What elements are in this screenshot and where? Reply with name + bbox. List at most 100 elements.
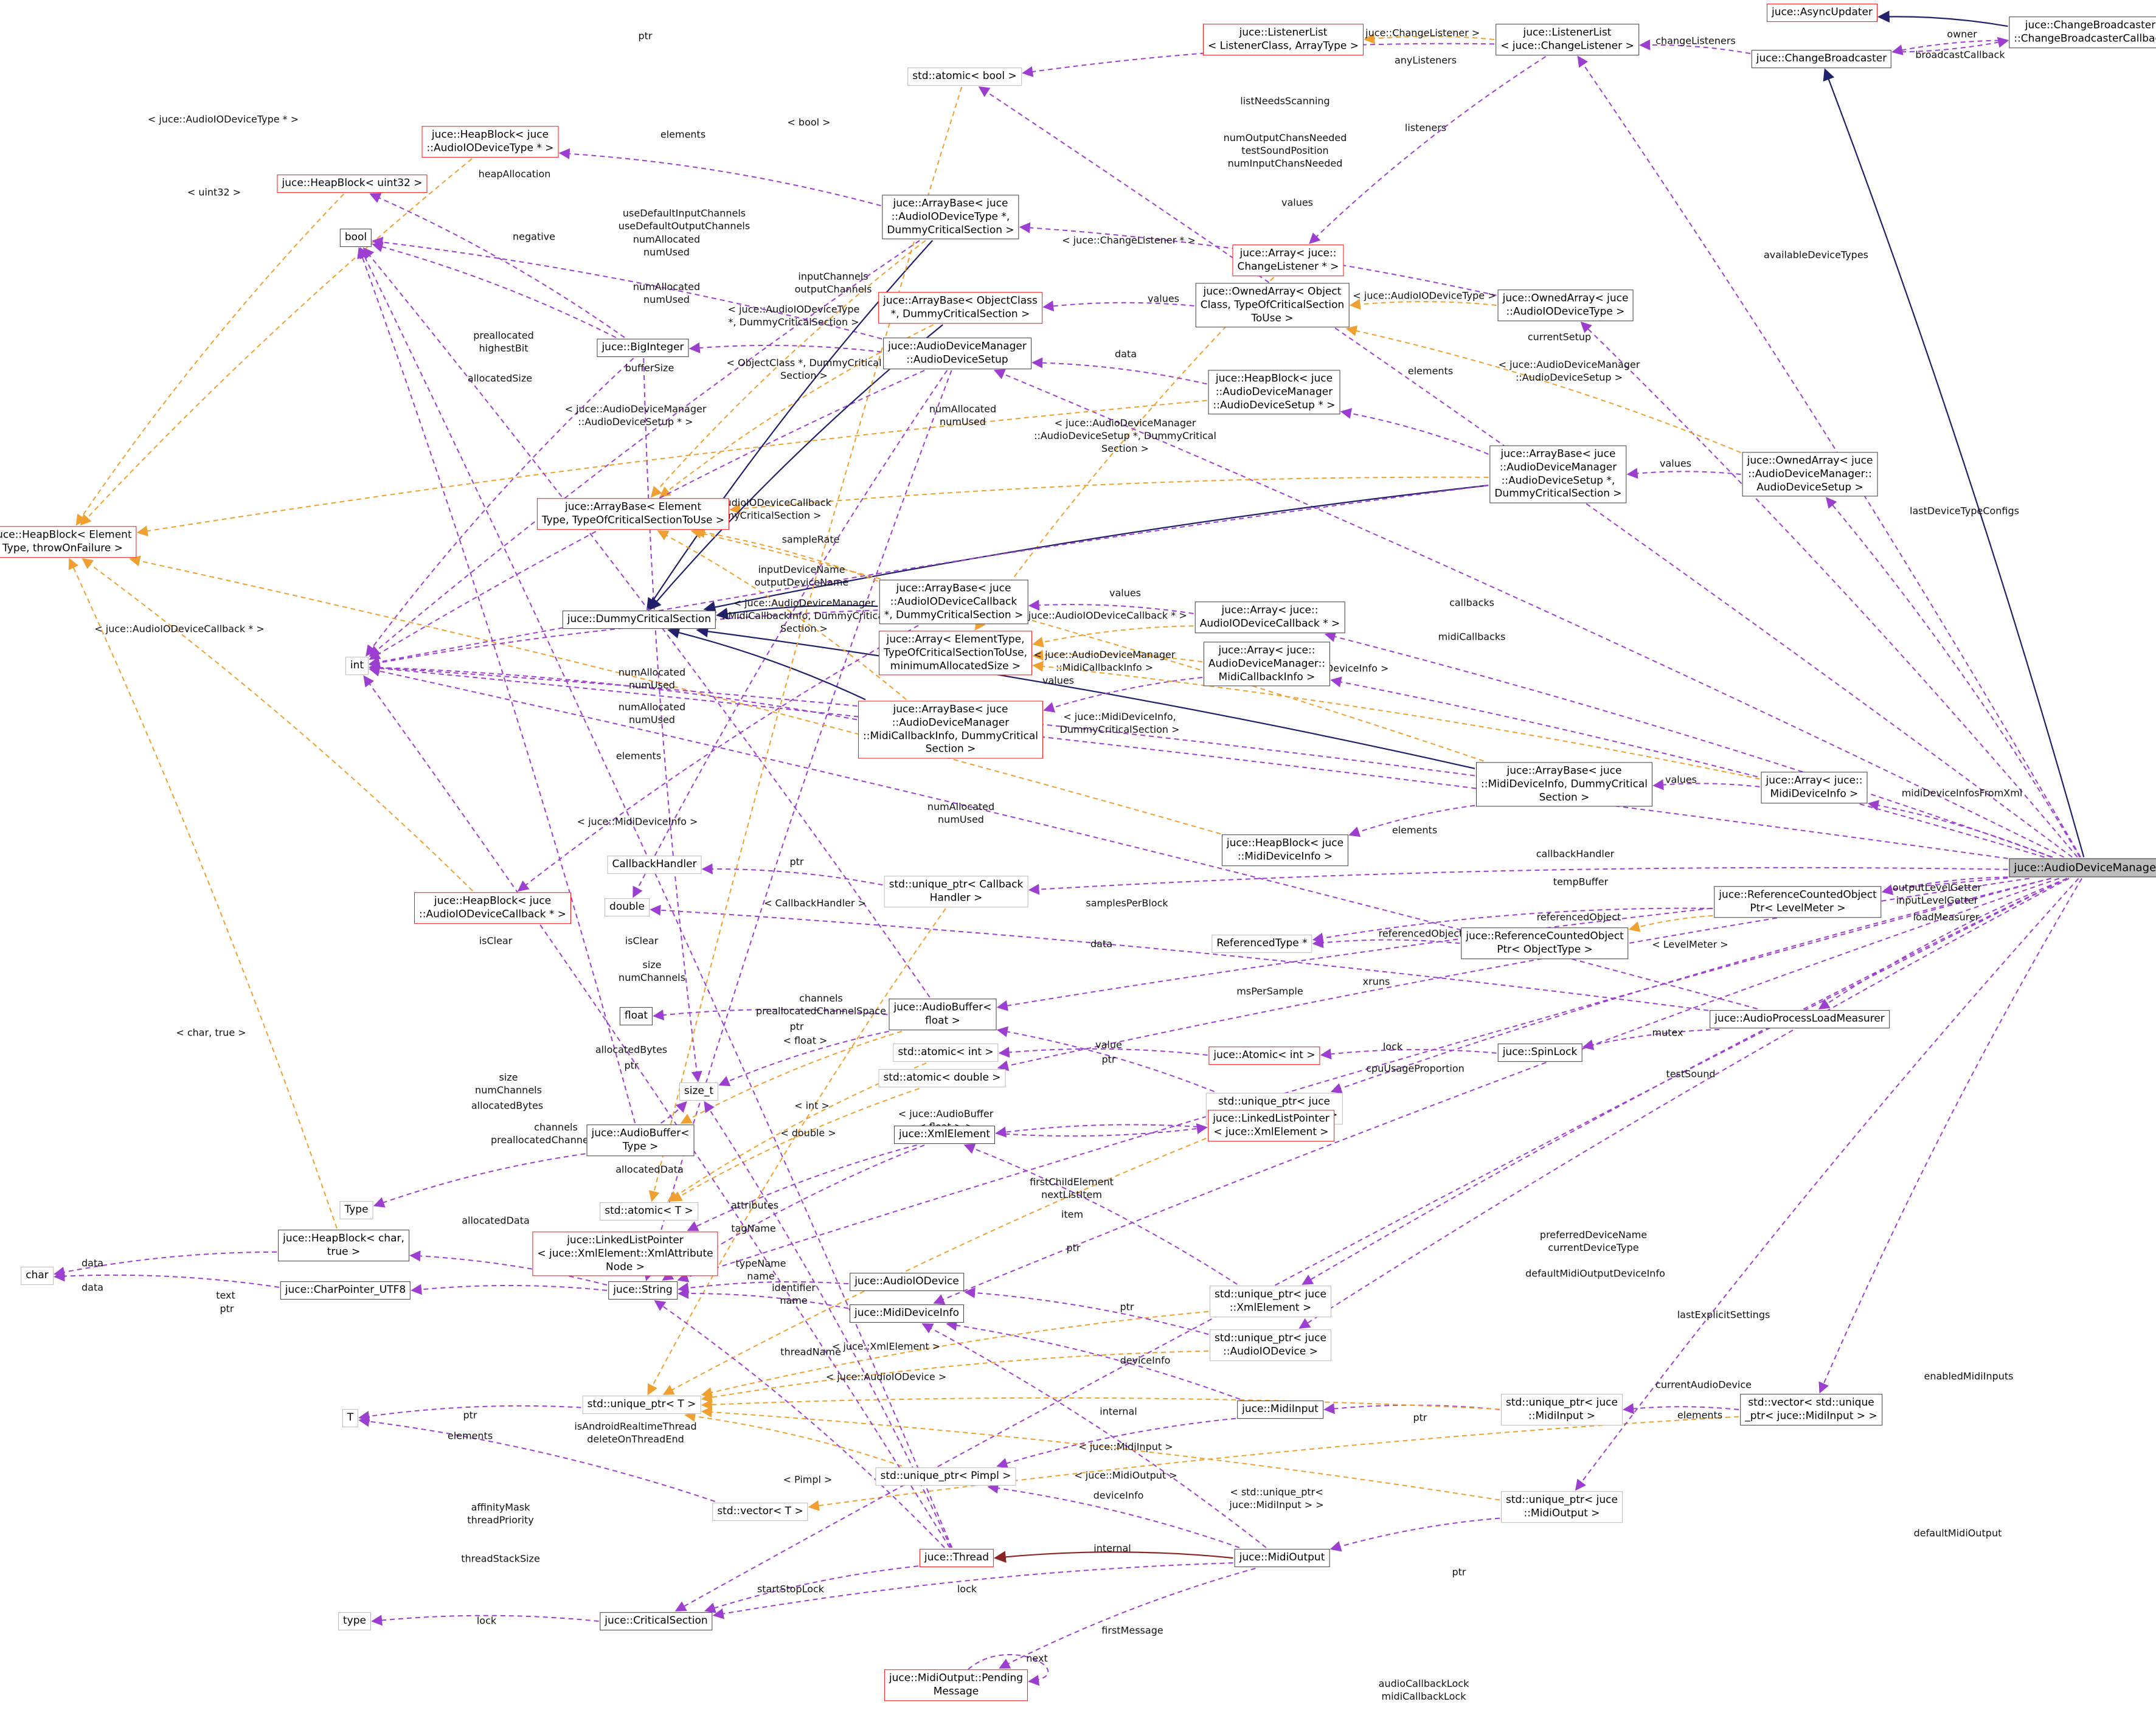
node-uniqueptr_audioiodevice[interactable]: std::unique_ptr< juce ::AudioIODevice > — [1210, 1329, 1331, 1361]
node-arraybase_objectclass[interactable]: juce::ArrayBase< ObjectClass *, DummyCri… — [878, 292, 1042, 324]
node-uniqueptr_xmlelement[interactable]: std::unique_ptr< juce ::XmlElement > — [1210, 1286, 1331, 1317]
node-charpointer_utf8[interactable]: juce::CharPointer_UTF8 — [280, 1281, 411, 1300]
node-uniqueptr_callbackhandler[interactable]: std::unique_ptr< Callback Handler > — [884, 876, 1028, 907]
node-heapblock_char[interactable]: juce::HeapBlock< char, true > — [278, 1230, 409, 1261]
node-audiobuffer_type[interactable]: juce::AudioBuffer< Type > — [586, 1124, 695, 1156]
node-midiinput[interactable]: juce::MidiInput — [1237, 1400, 1323, 1419]
node-array_mididevinfo[interactable]: juce::Array< juce:: MidiDeviceInfo > — [1761, 772, 1868, 803]
edge-arraybase_iodevtype-to-int — [369, 240, 920, 657]
edge-juceatomic_int-to-atomic_int — [998, 1047, 1208, 1058]
node-heapblock_mididevinfo[interactable]: juce::HeapBlock< juce ::MidiDeviceInfo > — [1221, 834, 1349, 866]
node-heapblock_iodevtype[interactable]: juce::HeapBlock< juce ::AudioIODeviceTyp… — [421, 126, 559, 158]
edge-ownedarray_iodevtype-to-ownedarray_objectclass — [1349, 299, 1497, 310]
node-int[interactable]: int — [345, 657, 369, 675]
edge-midioutput-to-pendingmessage — [999, 1568, 1256, 1669]
edge-xmlelement-to-llp_xmlelement — [996, 1123, 1208, 1137]
edge-adm-to-uniqueptr_xmlelement — [1302, 878, 2068, 1285]
edge-adm-to-array_midicallbackinfo — [1330, 676, 2045, 858]
node-listenerlist_cl[interactable]: juce::ListenerList < juce::ChangeListene… — [1496, 24, 1639, 55]
node-thread[interactable]: juce::Thread — [919, 1549, 994, 1567]
node-ownedarray_iodevtype[interactable]: juce::OwnedArray< juce ::AudioIODeviceTy… — [1497, 289, 1634, 321]
node-bool[interactable]: bool — [339, 229, 372, 247]
node-heapblock_elementtype[interactable]: juce::HeapBlock< Element Type, throwOnFa… — [0, 526, 137, 558]
edge-midioutput-to-thread — [994, 1551, 1233, 1563]
node-refcounted_objecttype[interactable]: juce::ReferenceCountedObject Ptr< Object… — [1461, 927, 1629, 959]
node-refcounted_levelmeter[interactable]: juce::ReferenceCountedObject Ptr< LevelM… — [1714, 886, 1882, 918]
node-loadmeasurer_box[interactable]: juce::AudioProcessLoadMeasurer — [1710, 1010, 1890, 1028]
node-arraybase_iocallback[interactable]: juce::ArrayBase< juce ::AudioIODeviceCal… — [879, 580, 1028, 625]
node-midioutput[interactable]: juce::MidiOutput — [1234, 1549, 1330, 1567]
node-atomic_int[interactable]: std::atomic< int > — [893, 1044, 999, 1062]
node-atomic_t[interactable]: std::atomic< T > — [600, 1202, 698, 1220]
node-pendingmessage[interactable]: juce::MidiOutput::Pending Message — [884, 1669, 1028, 1701]
node-referencedtype[interactable]: ReferencedType * — [1211, 935, 1312, 953]
node-vector_uniqueptr_midiinput[interactable]: std::vector< std::unique _ptr< juce::Mid… — [1740, 1394, 1882, 1425]
node-heapblock_iocallback[interactable]: juce::HeapBlock< juce ::AudioIODeviceCal… — [414, 892, 571, 924]
node-midideviceinfo[interactable]: juce::MidiDeviceInfo — [850, 1304, 964, 1323]
node-xmlelement[interactable]: juce::XmlElement — [893, 1126, 996, 1144]
edge-heapblock_char-to-heapblock_elementtype — [68, 558, 338, 1229]
node-criticalsection[interactable]: juce::CriticalSection — [600, 1612, 713, 1630]
node-array_midicallbackinfo[interactable]: juce::Array< juce:: AudioDeviceManager::… — [1203, 642, 1331, 687]
node-cbcallback[interactable]: juce::ChangeBroadcaster ::ChangeBroadcas… — [2009, 16, 2156, 48]
node-ownedarray_objectclass[interactable]: juce::OwnedArray< Object Class, TypeOfCr… — [1195, 283, 1350, 328]
node-adm[interactable]: juce::AudioDeviceManager — [2009, 858, 2156, 878]
edge-adm-to-midideviceinfo — [933, 878, 2059, 1305]
edge-uniqueptr_audioiodevice-to-audioiodevice — [964, 1287, 1209, 1335]
node-uniqueptr_pimpl[interactable]: std::unique_ptr< Pimpl > — [875, 1467, 1016, 1486]
node-array_changelistener[interactable]: juce::Array< juce:: ChangeListener * > — [1232, 244, 1344, 276]
node-arraybase_midicallbackinfo[interactable]: juce::ArrayBase< juce ::AudioDeviceManag… — [858, 701, 1043, 759]
node-atomic_bool[interactable]: std::atomic< bool > — [907, 68, 1022, 86]
edge-changebroadcaster-to-listenerlist_cl — [1639, 39, 1751, 55]
edge-xmlelement-to-string — [662, 1144, 925, 1281]
node-vector_t[interactable]: std::vector< T > — [712, 1503, 808, 1521]
edge-refcounted_objecttype-to-referencedtype — [1312, 937, 1460, 949]
node-float[interactable]: float — [619, 1007, 653, 1025]
edge-uniqueptr_t-to-t_box — [358, 1405, 581, 1422]
node-audioiodevice[interactable]: juce::AudioIODevice — [850, 1273, 964, 1291]
node-llp_xmlattribute[interactable]: juce::LinkedListPointer < juce::XmlEleme… — [532, 1231, 718, 1276]
node-type_small[interactable]: type — [338, 1612, 371, 1630]
node-uniqueptr_t[interactable]: std::unique_ptr< T > — [582, 1396, 701, 1414]
node-arraybase_mididevinfo[interactable]: juce::ArrayBase< juce ::MidiDeviceInfo, … — [1476, 762, 1652, 807]
edge-ownedarray_admsetup-to-arraybase_admsetup — [1626, 468, 1741, 479]
node-array_elementtype[interactable]: juce::Array< ElementType, TypeOfCritical… — [878, 631, 1033, 676]
node-spinlock[interactable]: juce::SpinLock — [1497, 1044, 1582, 1062]
node-dummycriticalsection[interactable]: juce::DummyCriticalSection — [562, 611, 716, 629]
node-uniqueptr_midioutput[interactable]: std::unique_ptr< juce ::MidiOutput > — [1501, 1491, 1623, 1523]
node-t_box[interactable]: T — [342, 1409, 359, 1427]
node-arraybase_elementtype[interactable]: juce::ArrayBase< Element Type, TypeOfCri… — [536, 498, 730, 530]
node-changebroadcaster[interactable]: juce::ChangeBroadcaster — [1751, 50, 1892, 68]
edge-uniqueptr_audioiodevice-to-uniqueptr_t — [701, 1350, 1209, 1403]
node-uniqueptr_midiinput[interactable]: std::unique_ptr< juce ::MidiInput > — [1501, 1394, 1623, 1425]
node-juceatomic_int[interactable]: juce::Atomic< int > — [1208, 1047, 1320, 1065]
node-array_iocallback[interactable]: juce::Array< juce:: AudioIODeviceCallbac… — [1194, 601, 1345, 633]
edge-uniqueptr_audiobuffer-to-audiobuffer_float — [996, 1026, 1215, 1092]
node-listenerlist_t[interactable]: juce::ListenerList < ListenerClass, Arra… — [1202, 24, 1364, 55]
node-arraybase_admsetup[interactable]: juce::ArrayBase< juce ::AudioDeviceManag… — [1489, 445, 1627, 504]
node-adm_setup[interactable]: juce::AudioDeviceManager ::AudioDeviceSe… — [883, 338, 1031, 369]
node-callbackhandler[interactable]: CallbackHandler — [607, 856, 702, 874]
node-type_box[interactable]: Type — [339, 1201, 373, 1219]
node-double[interactable]: double — [605, 898, 650, 916]
edge-xmlelement-to-llp_xmlattribute — [687, 1144, 917, 1231]
node-ownedarray_admsetup[interactable]: juce::OwnedArray< juce ::AudioDeviceMana… — [1742, 452, 1878, 497]
node-char[interactable]: char — [21, 1267, 54, 1285]
edge-pendingmessage-to-pendingmessage — [968, 1654, 1049, 1686]
edge-biginteger-to-heapblock_uint32 — [369, 193, 625, 338]
edge-uniqueptr_xmlelement-to-xmlelement — [963, 1143, 1238, 1285]
node-audiobuffer_float[interactable]: juce::AudioBuffer< float > — [889, 999, 997, 1030]
node-llp_xmlelement[interactable]: juce::LinkedListPointer < juce::XmlEleme… — [1208, 1110, 1334, 1141]
edge-audiobuffer_type-to-size_t — [660, 1101, 687, 1124]
node-string[interactable]: juce::String — [608, 1281, 678, 1300]
node-arraybase_iodevtype[interactable]: juce::ArrayBase< juce ::AudioIODeviceTyp… — [882, 195, 1019, 240]
node-heapblock_uint32[interactable]: juce::HeapBlock< uint32 > — [277, 175, 428, 193]
edge-adm-to-criticalsection — [674, 878, 2068, 1611]
node-asyncupdater[interactable]: juce::AsyncUpdater — [1767, 4, 1877, 22]
node-heapblock_admsetup[interactable]: juce::HeapBlock< juce ::AudioDeviceManag… — [1208, 370, 1340, 415]
node-size_t[interactable]: size_t — [679, 1082, 719, 1101]
edge-arraybase_admsetup-to-arraybase_elementtype — [729, 476, 1489, 514]
node-atomic_double[interactable]: std::atomic< double > — [878, 1069, 1006, 1087]
node-biginteger[interactable]: juce::BigInteger — [597, 339, 689, 357]
